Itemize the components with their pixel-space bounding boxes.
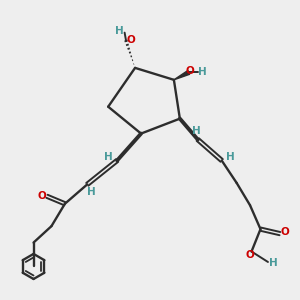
- Text: H: H: [269, 258, 278, 268]
- Text: O: O: [186, 66, 195, 76]
- Text: H: H: [198, 68, 207, 77]
- Text: O: O: [246, 250, 254, 260]
- Text: H: H: [104, 152, 113, 162]
- Text: H: H: [192, 127, 201, 136]
- Text: O: O: [280, 227, 289, 237]
- Text: H: H: [115, 26, 124, 36]
- Text: H: H: [226, 152, 234, 162]
- Polygon shape: [174, 70, 190, 80]
- Text: O: O: [38, 191, 46, 201]
- Text: H: H: [86, 187, 95, 197]
- Text: O: O: [126, 35, 135, 45]
